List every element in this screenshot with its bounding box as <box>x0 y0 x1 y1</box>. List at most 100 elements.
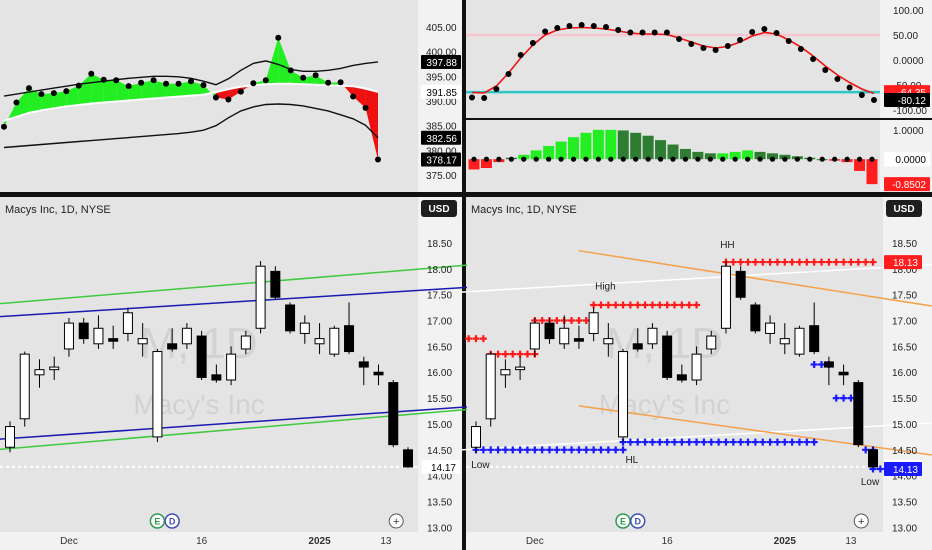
bear-candle <box>388 382 399 446</box>
oscillator-dot <box>554 25 561 31</box>
x-tick-label: 16 <box>662 536 674 547</box>
resistance-plus-marker <box>810 258 818 266</box>
oscillator-dot <box>639 29 646 36</box>
pane-divider <box>466 118 932 120</box>
y-tick-label: -100.00 <box>893 106 927 117</box>
resistance-plus-marker <box>832 258 840 266</box>
bull-cloud-segment <box>141 80 154 100</box>
resistance-plus-marker <box>773 258 781 266</box>
oscillator-dot <box>615 27 622 33</box>
price-badge <box>884 255 922 270</box>
bull-cloud-segment <box>278 37 291 84</box>
zero-dot <box>832 156 838 162</box>
x-tick-label: 2025 <box>774 536 797 547</box>
oscillator-dot <box>688 41 695 47</box>
swing-label: HL <box>625 455 638 466</box>
y-tick-label: 16.50 <box>892 342 917 353</box>
support-plus-marker <box>700 438 708 446</box>
add-icon-glyph: + <box>393 516 399 528</box>
y-tick-label: 14.50 <box>427 446 452 457</box>
bear-candle <box>838 371 849 376</box>
resistance-plus-marker <box>538 317 546 325</box>
support-plus-marker <box>818 360 826 368</box>
histogram-bar <box>729 151 741 160</box>
price-badge <box>884 461 922 476</box>
zero-dot <box>670 156 676 162</box>
price-dot <box>113 77 120 84</box>
price-badge-label: 397.88 <box>426 58 457 69</box>
bear-candle <box>344 325 355 353</box>
bear-candle <box>285 304 296 332</box>
support-plus-marker <box>795 438 803 446</box>
y-tick-label: 13.00 <box>892 523 917 534</box>
y-tick-label: 16.50 <box>427 342 452 353</box>
bull-cloud-segment <box>178 81 191 97</box>
support-plus-marker <box>568 446 576 454</box>
resistance-plus-marker <box>479 335 487 343</box>
price-badge-label: -80.12 <box>898 96 927 107</box>
resistance-plus-marker <box>472 335 480 343</box>
bull-cloud-segment <box>66 85 79 107</box>
bull-candle <box>603 338 614 345</box>
swing-label: High <box>595 281 616 292</box>
y-tick-label: 18.00 <box>892 265 917 276</box>
swing-label: HH <box>720 240 734 251</box>
resistance-plus-marker <box>465 335 473 343</box>
oscillator-dot <box>481 95 488 101</box>
resistance-plus-marker <box>604 301 612 309</box>
support-plus-marker <box>634 438 642 446</box>
zero-dot <box>657 156 664 162</box>
y-tick-label: 17.00 <box>427 317 452 328</box>
support-plus-marker <box>612 446 620 454</box>
y-tick-label: 18.50 <box>892 239 917 250</box>
resistance-plus-marker <box>862 258 870 266</box>
histogram-bar <box>605 129 617 160</box>
resistance-plus-marker <box>634 301 642 309</box>
oscillator-dot <box>797 46 804 52</box>
price-badge <box>421 84 461 99</box>
resistance-plus-marker <box>795 258 803 266</box>
oscillator-dot <box>810 56 817 62</box>
y-tick-label: 390.00 <box>426 97 457 108</box>
bull-candle <box>63 322 74 350</box>
price-dot <box>50 90 57 97</box>
bull-candle <box>618 351 629 438</box>
price-dot <box>312 72 319 79</box>
resistance-plus-marker <box>516 350 524 358</box>
y-tick-label: 15.50 <box>892 394 917 405</box>
bull-candle <box>49 366 60 371</box>
oscillator-dot <box>578 22 585 28</box>
y-tick-label: 13.50 <box>892 498 917 509</box>
bull-candle <box>500 369 511 376</box>
bull-candle <box>691 353 702 381</box>
support-plus-marker <box>707 438 715 446</box>
support-plus-marker <box>685 438 693 446</box>
y-tick-label: 14.00 <box>427 472 452 483</box>
price-dot <box>287 67 294 74</box>
resistance-plus-marker <box>781 258 789 266</box>
signal-line <box>471 26 875 95</box>
zero-dot <box>496 156 502 162</box>
bull-candle <box>765 322 776 334</box>
x-tick-label: Dec <box>526 536 544 547</box>
price-dot <box>150 77 157 84</box>
resistance-plus-marker <box>648 301 656 309</box>
bull-cloud-segment <box>53 91 67 109</box>
oscillator-dot <box>871 97 877 103</box>
y-tick-label: 17.50 <box>427 291 452 302</box>
histogram-bar <box>717 153 729 160</box>
oscillator-dot <box>676 36 683 42</box>
currency-button <box>421 200 457 217</box>
resistance-plus-marker <box>685 301 693 309</box>
oscillator-dot <box>785 38 792 44</box>
price-badge-label: 378.17 <box>426 155 457 166</box>
support-plus-marker <box>722 438 730 446</box>
bull-candle <box>559 327 570 345</box>
zero-dot <box>807 156 813 162</box>
resistance-plus-marker <box>597 301 605 309</box>
oscillator-dot <box>712 47 719 53</box>
price-bands-pane: 405.00 400.00 395.00 390.00 385.00 380.00 375.… <box>1 23 461 182</box>
bull-cloud-segment <box>128 82 142 101</box>
support-plus-marker <box>781 438 789 446</box>
